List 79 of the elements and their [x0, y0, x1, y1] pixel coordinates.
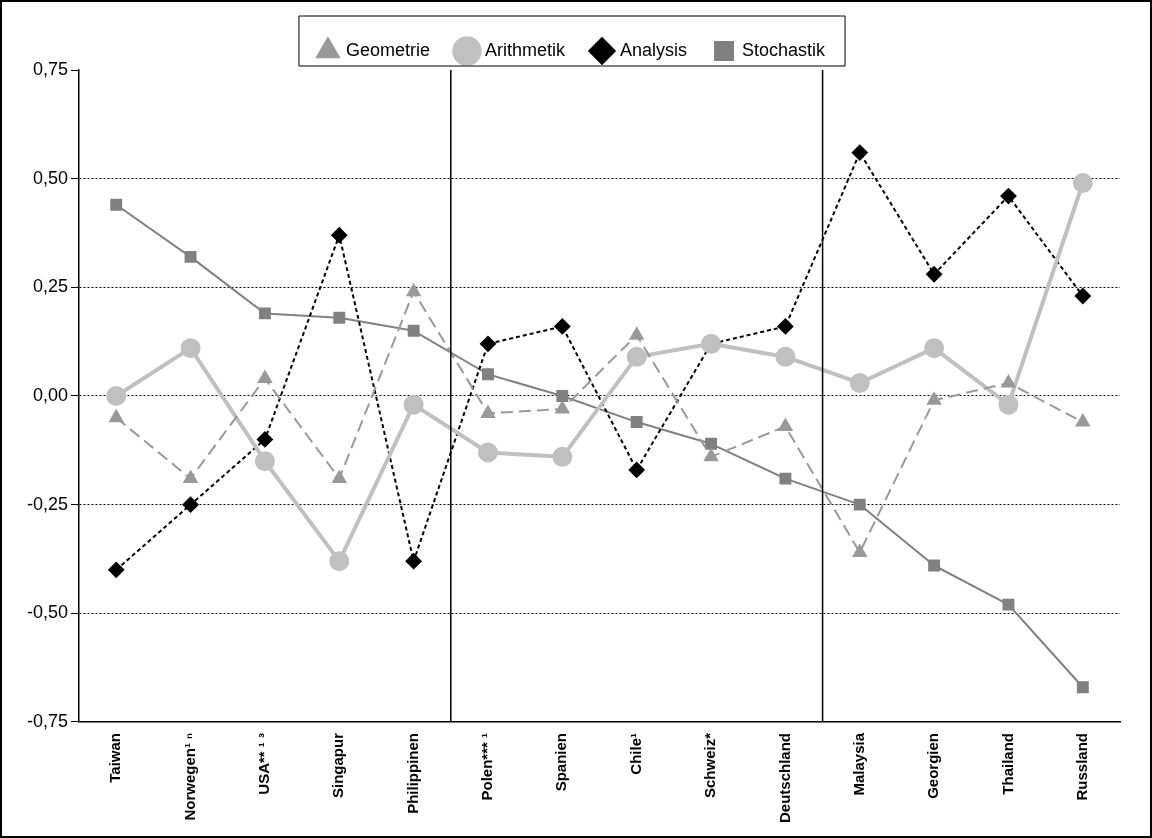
point: [331, 227, 348, 244]
point: [775, 346, 796, 367]
x-tick-label: USA** ¹ ³: [255, 732, 273, 795]
point: [552, 446, 573, 467]
point: [778, 418, 793, 431]
point: [926, 266, 943, 283]
point: [705, 437, 717, 450]
point: [482, 368, 494, 381]
y-tick-label: 0,50: [32, 167, 69, 188]
point: [479, 335, 496, 352]
point: [998, 394, 1019, 415]
point: [258, 307, 271, 320]
point: [853, 498, 866, 511]
point: [1001, 374, 1016, 388]
point: [851, 144, 868, 161]
point: [182, 496, 199, 513]
x-tick-label: Polen*** ¹: [478, 732, 496, 801]
point: [703, 448, 719, 462]
point: [403, 394, 424, 415]
point: [180, 338, 201, 359]
point: [406, 283, 421, 297]
point: [630, 416, 643, 429]
point: [256, 431, 273, 448]
x-tick-label: Spanien: [552, 732, 570, 792]
point: [480, 405, 496, 418]
point: [477, 442, 498, 463]
point: [927, 392, 942, 405]
point: [108, 561, 125, 578]
x-tick-label: Russland: [1072, 732, 1090, 801]
point: [106, 385, 127, 406]
point: [626, 346, 647, 367]
point: [332, 470, 347, 484]
legend-label: Arithmetik: [484, 39, 566, 60]
point: [1074, 288, 1091, 305]
point: [183, 470, 198, 484]
y-tick-label: -0,75: [27, 710, 69, 731]
y-tick-label: -0,25: [27, 493, 69, 514]
legend-label: Stochastik: [742, 39, 827, 60]
legend-label: Analysis: [619, 39, 688, 60]
point: [777, 318, 794, 335]
point: [629, 327, 644, 340]
y-tick-label: 0,00: [32, 384, 69, 405]
point: [254, 451, 275, 472]
point: [849, 372, 870, 393]
point: [333, 311, 346, 324]
x-tick-label: Georgien: [924, 732, 942, 799]
point: [1075, 414, 1090, 427]
point: [852, 544, 867, 557]
y-tick-label: -0,50: [27, 602, 69, 623]
point: [109, 409, 124, 423]
x-tick-label: Schweiz*: [701, 732, 719, 799]
point: [1000, 188, 1017, 205]
x-tick-label: Deutschland: [775, 732, 793, 823]
x-tick-label: Norwegen¹ ⁿ: [180, 732, 198, 821]
point: [628, 461, 645, 478]
x-tick-label: Chile¹: [626, 732, 644, 775]
x-tick-label: Philippinen: [403, 732, 421, 814]
point: [329, 551, 350, 572]
x-tick-label: Taiwan: [106, 732, 124, 783]
point: [405, 553, 422, 570]
point: [257, 370, 272, 384]
y-tick-label: 0,75: [32, 58, 69, 79]
point: [779, 472, 792, 485]
point: [1076, 681, 1089, 694]
point: [555, 401, 570, 414]
point: [924, 338, 945, 359]
point: [184, 250, 197, 263]
x-tick-label: Malaysia: [849, 732, 867, 796]
point: [1002, 598, 1015, 611]
y-tick-label: 0,25: [32, 276, 69, 297]
x-tick-label: Thailand: [998, 732, 1016, 795]
point: [556, 390, 569, 402]
legend-label: Geometrie: [345, 39, 430, 60]
point: [1072, 173, 1093, 194]
point: [554, 318, 571, 335]
point: [110, 198, 123, 211]
x-tick-label: Singapur: [329, 732, 347, 798]
point: [407, 324, 420, 337]
point: [928, 559, 941, 572]
